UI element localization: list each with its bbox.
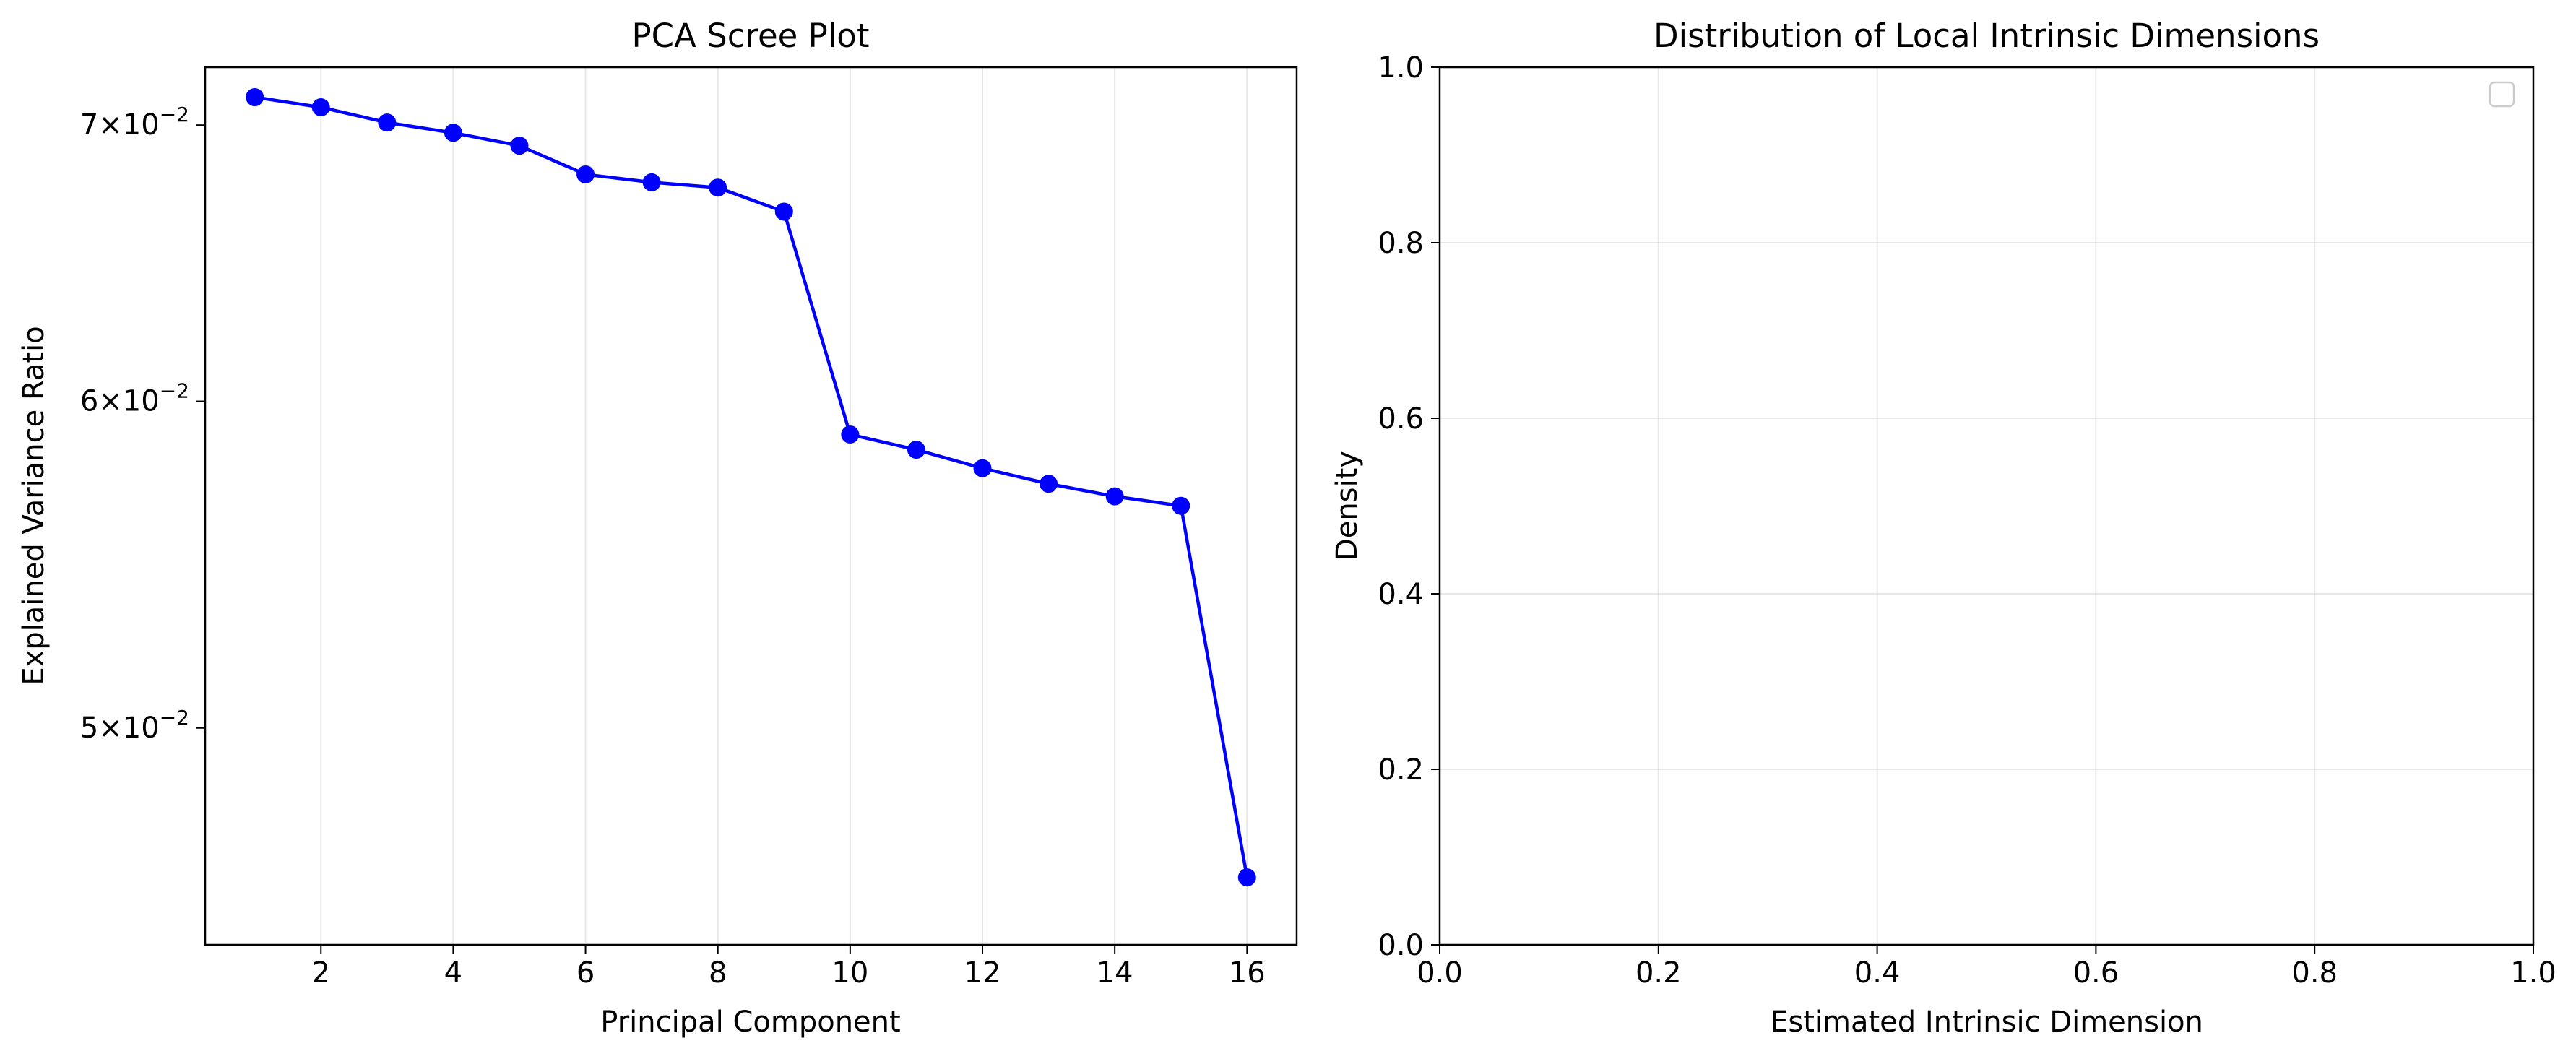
x-tick-label: 1.0 [2510, 956, 2556, 990]
intrinsic-dimension-y-ticks: 0.0 0.2 0.4 0.6 0.8 1.0 [1378, 51, 1440, 962]
x-tick-label: 0.6 [2073, 956, 2119, 990]
y-tick-label: 5×10−2 [80, 706, 189, 745]
variance-point [378, 113, 397, 132]
scree-plot-x-label: Principal Component [600, 1006, 900, 1039]
variance-point [311, 98, 330, 117]
intrinsic-dimension-frame [1438, 66, 2535, 946]
scree-plot-frame [204, 66, 1298, 946]
variance-point [576, 165, 595, 183]
variance-point [1172, 496, 1190, 515]
x-tick-label: 6 [576, 956, 595, 990]
variance-point [774, 202, 793, 221]
variance-point [642, 173, 661, 191]
variance-point [709, 178, 727, 197]
intrinsic-dimension-title: Distribution of Local Intrinsic Dimensio… [1654, 17, 2320, 55]
variance-point [1040, 475, 1058, 493]
x-tick-label: 16 [1229, 956, 1266, 990]
y-tick-label: 0.6 [1378, 402, 1424, 436]
scree-plot-title: PCA Scree Plot [632, 17, 870, 55]
x-tick-label: 14 [1097, 956, 1133, 990]
empty-legend-box [2489, 81, 2515, 108]
variance-point [246, 88, 264, 107]
intrinsic-dimension-x-label: Estimated Intrinsic Dimension [1770, 1006, 2203, 1039]
intrinsic-dimension-x-ticks: 0.0 0.2 0.4 0.6 0.8 1.0 [1417, 945, 2556, 990]
y-tick-label: 0.0 [1378, 929, 1424, 962]
y-tick-label: 0.4 [1378, 578, 1424, 611]
y-tick-label: 1.0 [1378, 51, 1424, 85]
x-tick-label: 4 [444, 956, 462, 990]
x-tick-label: 10 [831, 956, 868, 990]
variance-line [254, 95, 1249, 878]
x-tick-label: 0.4 [1854, 956, 1901, 990]
x-tick-label: 12 [964, 956, 1001, 990]
variance-point [444, 124, 462, 142]
variance-point [1237, 868, 1256, 887]
variance-point [841, 425, 860, 444]
scree-plot-grid [320, 67, 1248, 945]
scree-plot-y-ticks: 7×10−2 6×10−2 5×10−2 [80, 103, 205, 745]
y-tick-label: 7×10−2 [80, 103, 189, 142]
intrinsic-dimension-panel: Distribution of Local Intrinsic Dimensio… [1331, 17, 2556, 1039]
variance-point [907, 441, 925, 459]
x-tick-label: 0.2 [1635, 956, 1682, 990]
x-tick-label: 0.0 [1417, 956, 1463, 990]
x-tick-label: 2 [312, 956, 330, 990]
x-tick-label: 0.8 [2291, 956, 2338, 990]
scree-plot-x-ticks: 2 4 6 8 10 12 14 16 [312, 945, 1266, 990]
y-tick-label: 0.8 [1378, 227, 1424, 260]
x-tick-label: 8 [709, 956, 727, 990]
intrinsic-dimension-y-label: Density [1331, 451, 1364, 561]
scree-plot-panel: PCA Scree Plot 2 4 6 8 10 12 14 16 7×10−2 6×10−2… [17, 17, 1298, 1039]
variance-point [510, 137, 529, 155]
scree-plot-series [246, 88, 1256, 887]
intrinsic-dimension-grid [1439, 66, 2534, 946]
scree-plot-y-label: Explained Variance Ratio [17, 326, 51, 685]
variance-point [1105, 487, 1124, 506]
variance-point [973, 459, 992, 477]
y-tick-label: 0.2 [1378, 753, 1424, 787]
y-tick-label: 6×10−2 [80, 379, 189, 418]
